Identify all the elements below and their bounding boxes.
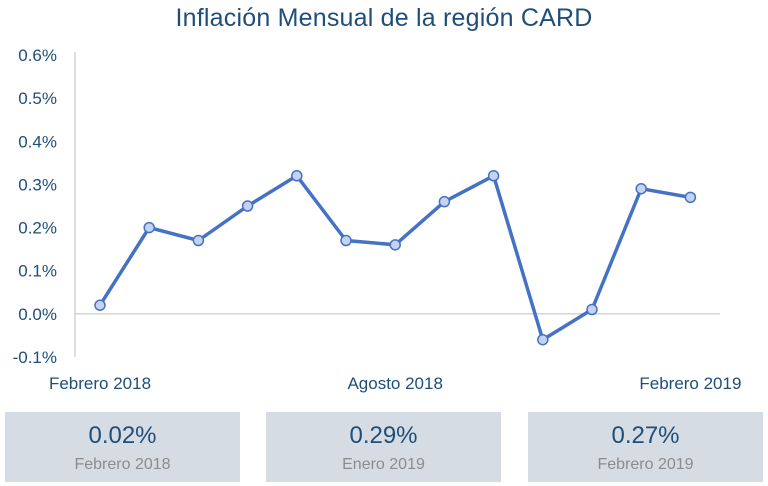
data-point (241, 200, 254, 212)
y-tick-labels: -0.1% 0.0% 0.1% 0.2% 0.3% 0.4% 0.5% 0.6% (13, 46, 57, 367)
y-tick-label: 0.1% (18, 262, 57, 281)
line-chart: -0.1% 0.0% 0.1% 0.2% 0.3% 0.4% 0.5% 0.6% Febrer… (13, 46, 742, 393)
data-point (389, 239, 401, 251)
data-point (487, 170, 500, 182)
data-point (94, 299, 106, 311)
chart-axes (74, 52, 720, 357)
series-line (98, 174, 691, 342)
card-value: 0.29% (349, 422, 418, 449)
x-tick-labels: Febrero 2018 Agosto 2018 Febrero 2019 (49, 374, 741, 393)
y-tick-label: -0.1% (13, 348, 57, 367)
x-tick-label: Febrero 2018 (49, 374, 151, 393)
x-tick-label: Febrero 2019 (639, 374, 741, 393)
data-point (586, 303, 598, 316)
y-tick-label: 0.2% (18, 219, 57, 238)
summary-card-first: 0.02% Febrero 2018 (5, 412, 240, 482)
card-value: 0.27% (611, 422, 680, 449)
data-point (537, 333, 549, 346)
x-tick-label: Agosto 2018 (347, 374, 442, 393)
data-point (340, 234, 352, 247)
data-point (684, 191, 697, 204)
series-line-group (98, 174, 691, 342)
card-label: Febrero 2019 (597, 456, 694, 473)
summary-card-third: 0.27% Febrero 2019 (528, 412, 763, 482)
summary-cards: 0.02% Febrero 2018 0.29% Enero 2019 0.27… (0, 412, 768, 482)
series-markers (94, 170, 697, 346)
y-tick-label: 0.3% (18, 175, 57, 194)
data-point (291, 170, 303, 182)
summary-card-second: 0.29% Enero 2019 (266, 412, 501, 482)
card-label: Febrero 2018 (74, 456, 171, 473)
card-value: 0.02% (88, 422, 157, 449)
data-point (438, 195, 451, 208)
chart-title: Inflación Mensual de la región CARD (175, 4, 593, 32)
y-tick-label: 0.6% (18, 46, 57, 65)
data-point (635, 182, 647, 195)
data-point (192, 234, 205, 247)
card-label: Enero 2019 (342, 456, 425, 473)
y-tick-label: 0.0% (18, 305, 57, 324)
data-point (143, 221, 155, 234)
y-tick-label: 0.4% (18, 132, 57, 151)
y-tick-label: 0.5% (18, 89, 57, 108)
